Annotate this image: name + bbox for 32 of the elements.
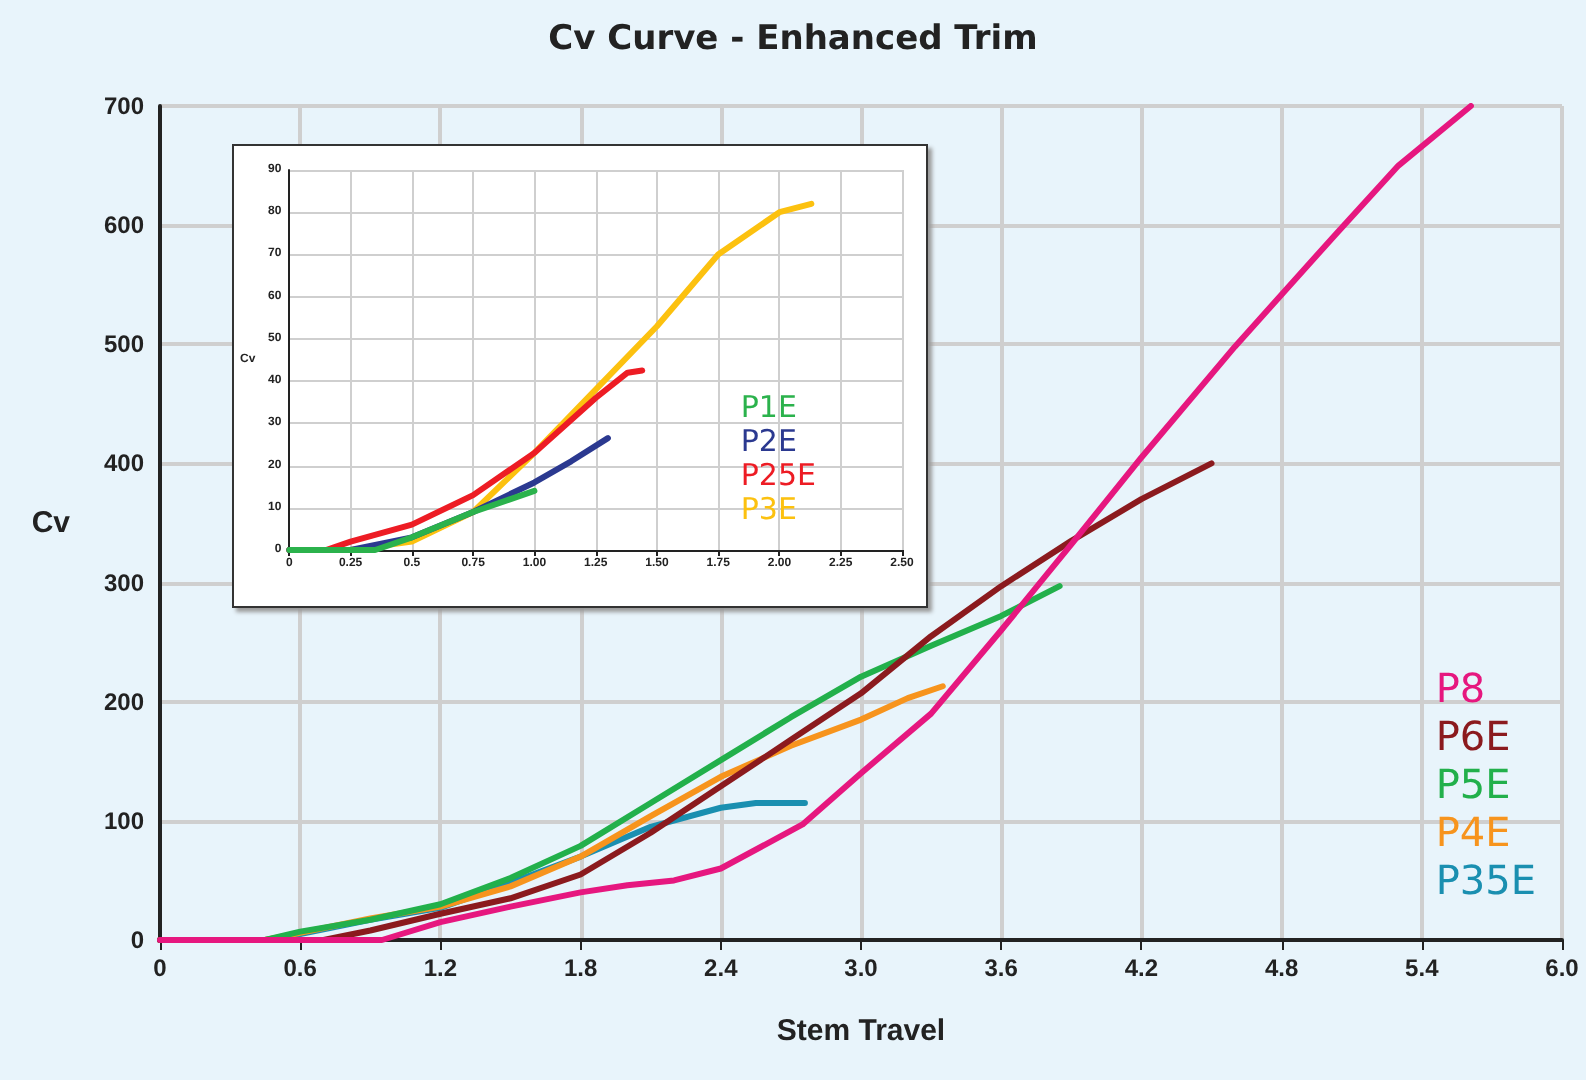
y-tick-label: 300 xyxy=(103,568,145,597)
text: P8 xyxy=(1435,664,1486,712)
y-tick-label: 200 xyxy=(103,687,145,716)
x-tick-label: 3.6 xyxy=(984,954,1019,982)
y-tick-label: 400 xyxy=(103,449,145,478)
text: P6E xyxy=(1435,712,1511,760)
line-series xyxy=(286,487,538,553)
x-tick-label: 0 xyxy=(153,954,168,982)
x-tick-label: 2.4 xyxy=(704,954,739,982)
text: P1E xyxy=(740,389,797,425)
x-tick-label: 1.8 xyxy=(563,954,598,982)
x-tick-label: 6.0 xyxy=(1545,954,1580,982)
x-tick-label: 4.2 xyxy=(1124,954,1159,982)
x-tick-label: 4.8 xyxy=(1264,954,1299,982)
y-tick-label: 100 xyxy=(103,806,145,835)
text: P5E xyxy=(1435,760,1511,808)
text: P35E xyxy=(1435,856,1537,904)
y-axis-title: Cv xyxy=(31,506,72,540)
y-tick-label: 0 xyxy=(130,926,145,954)
y-tick-label: 600 xyxy=(103,211,145,240)
text: P2E xyxy=(740,423,797,459)
x-tick-label: 3.0 xyxy=(844,954,879,982)
x-tick-label: 0.6 xyxy=(283,954,318,982)
y-tick-label: 500 xyxy=(103,330,145,359)
chart-title: Cv Curve - Enhanced Trim xyxy=(548,19,1038,59)
text: P3E xyxy=(740,491,797,527)
text: P4E xyxy=(1435,808,1511,856)
x-axis-title: Stem Travel xyxy=(776,1014,946,1048)
x-tick-label: 5.4 xyxy=(1405,954,1440,982)
text: P25E xyxy=(740,457,817,493)
y-tick-label: 700 xyxy=(103,92,145,120)
x-tick-label: 1.2 xyxy=(423,954,458,982)
